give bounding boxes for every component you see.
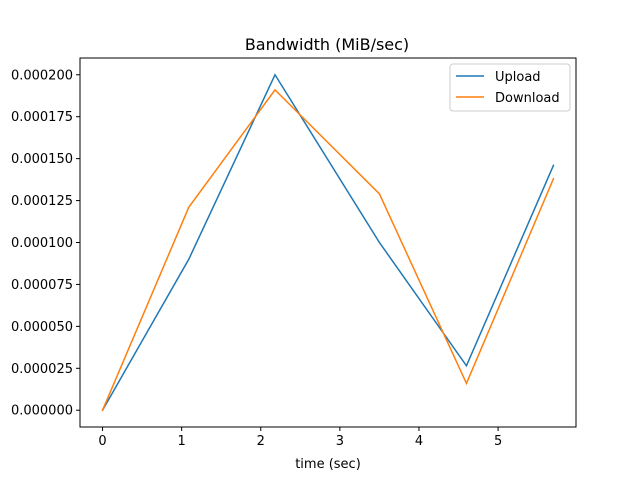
legend: Upload Download: [449, 63, 571, 112]
legend-label-upload: Upload: [495, 70, 541, 85]
y-tick-label: 0.000200: [11, 68, 73, 83]
x-tick-label: 4: [415, 434, 423, 449]
y-tick-label: 0.000175: [11, 110, 73, 125]
x-tick-label: 1: [178, 434, 186, 449]
y-tick-label: 0.000125: [11, 194, 73, 209]
x-tick-label: 2: [257, 434, 265, 449]
y-tick-label: 0.000025: [11, 362, 73, 377]
y-tick-label: 0.000050: [11, 320, 73, 335]
y-axis: 0.000000 0.000025 0.000050 0.000075 0.000100…: [11, 68, 80, 419]
y-tick-label: 0.000150: [11, 152, 73, 167]
chart-title: Bandwidth (MiB/sec): [245, 35, 409, 54]
series-layer: [101, 73, 555, 412]
x-tick-label: 0: [98, 434, 106, 449]
series-line-download: [101, 88, 555, 412]
x-axis: 0 1 2 3 4 5: [98, 427, 502, 449]
x-tick-label: 3: [336, 434, 344, 449]
plot-frame: [79, 57, 577, 428]
y-tick-label: 0.000000: [11, 404, 73, 419]
y-tick-label: 0.000075: [11, 278, 73, 293]
y-tick-label: 0.000100: [11, 236, 73, 251]
legend-label-download: Download: [495, 91, 560, 106]
x-axis-label: time (sec): [295, 457, 361, 472]
x-tick-label: 5: [494, 434, 502, 449]
series-line-upload: [101, 73, 555, 412]
